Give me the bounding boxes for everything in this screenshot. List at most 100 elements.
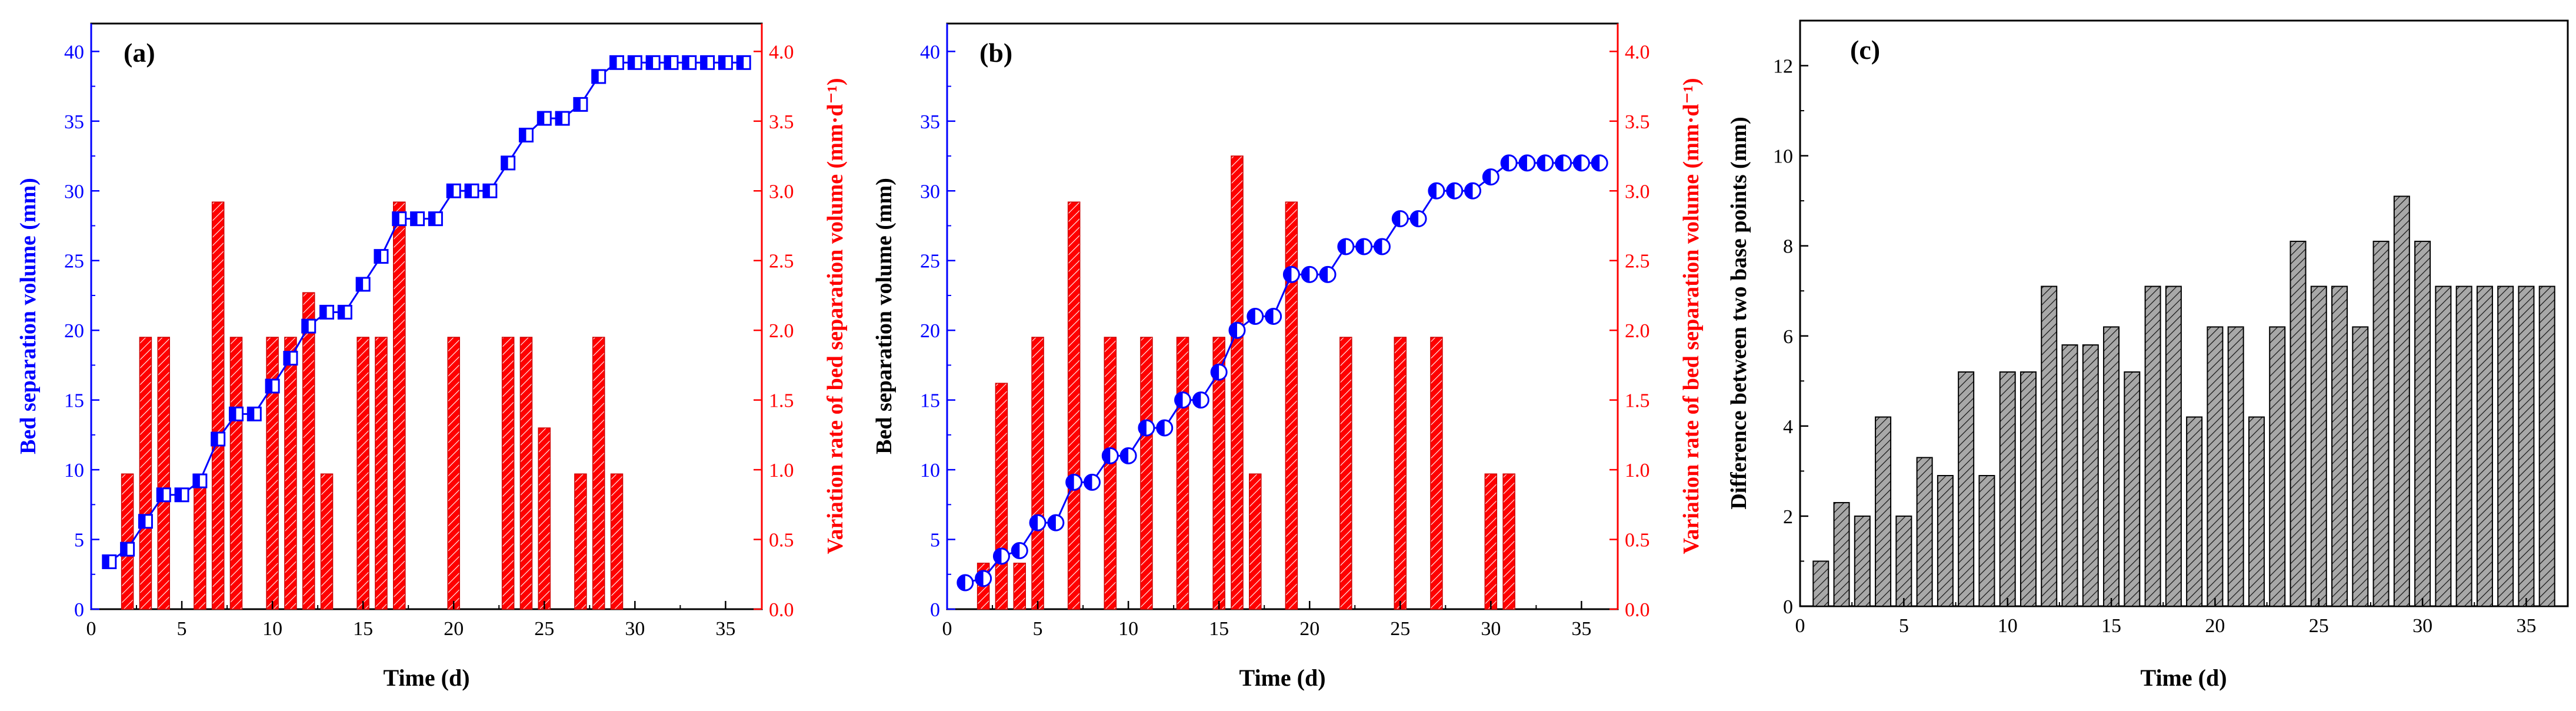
panel-b-bar-rate-day-22: [1339, 337, 1352, 610]
panel-b-marker-day-35: [1572, 154, 1590, 172]
panel-c-xtick-label-30: 30: [2412, 615, 2432, 637]
panel-c-plot-frame: [1799, 19, 2569, 607]
panel-b-xtick-label-5: 5: [1033, 618, 1043, 640]
panel-b-bar-rate-day-30: [1484, 473, 1498, 610]
panel-b-ytick-left-label-40: 40: [920, 41, 940, 63]
panel-b-marker-day-25: [1391, 210, 1409, 228]
panel-a-bar-rate-day-29: [610, 473, 624, 610]
panel-b-marker-day-16: [1228, 321, 1246, 339]
panel-c-ytick-left-label-2: 2: [1783, 506, 1793, 528]
panel-b-marker-day-28: [1446, 182, 1464, 200]
panel-c-bar-day-21: [2227, 326, 2244, 607]
panel-c-bar-day-22: [2248, 416, 2265, 607]
panel-a-marker-day-33: [682, 55, 697, 70]
panel-b-label: (b): [979, 38, 1012, 68]
panel-a-marker-day-31: [645, 55, 661, 70]
panel-b-marker-day-36: [1591, 154, 1608, 172]
panel-a-marker-day-6: [192, 473, 208, 489]
panel-a-marker-day-15: [355, 277, 371, 292]
panel-b-marker-day-9: [1101, 447, 1119, 464]
panel-a-marker-day-28: [591, 69, 606, 84]
panel-c-bar-day-32: [2455, 285, 2472, 607]
panel-c: 0 5 10 15 20 25 30 35 0 2 4 6 8 10 12 (c) Time (d) Dif…: [1727, 19, 2569, 691]
panel-a-ytick-left-label-0: 0: [74, 599, 84, 621]
panel-a-ytick-right-label-3: 3.0: [769, 181, 794, 202]
panel-a-left-axis-title: Bed separation volume (mm): [16, 178, 41, 454]
panel-c-bar-day-3: [1854, 515, 1871, 607]
panel-b-marker-day-11: [1138, 419, 1155, 437]
panel-a-marker-day-13: [319, 304, 335, 320]
panel-a-marker-day-24: [518, 128, 534, 143]
panel-b-ytick-right-label-0: 0.0: [1625, 599, 1650, 621]
panel-a-ytick-left-label-20: 20: [64, 320, 84, 342]
panel-c-bar-day-34: [2497, 285, 2514, 607]
panel-a-marker-day-34: [700, 55, 715, 70]
panel-c-bar-day-11: [2020, 371, 2037, 607]
panel-c-x-axis-title: Time (d): [2140, 665, 2227, 691]
panel-c-ytick-left-label-12: 12: [1773, 56, 1793, 78]
panel-a-ytick-left-label-30: 30: [64, 181, 84, 202]
panel-a-ytick-right-label-3.5: 3.5: [769, 111, 794, 133]
panel-c-ytick-left-label-4: 4: [1783, 416, 1793, 438]
panel-c-bar-day-14: [2082, 344, 2099, 607]
panel-a-marker-day-1: [102, 554, 117, 569]
panel-b-ytick-left-label-5: 5: [930, 530, 940, 551]
panel-b-ytick-left-label-0: 0: [930, 599, 940, 621]
panel-a-marker-day-19: [428, 211, 443, 227]
panel-a-x-axis-title: Time (d): [383, 665, 469, 691]
panel-c-bar-day-27: [2352, 326, 2369, 607]
panel-b-xtick-label-30: 30: [1481, 618, 1501, 640]
panel-a-xtick-label-20: 20: [444, 618, 464, 640]
panel-c-bar-day-31: [2435, 285, 2452, 607]
panel-b-bar-rate-day-7: [1067, 201, 1081, 610]
panel-a-bar-rate-day-27: [574, 473, 587, 610]
panel-b: 0 5 10 15 20 25 30 35 0 5 10 15 20 25 30 35 40 0.0 0.5 1.0 1…: [872, 22, 1704, 691]
panel-c-bar-day-12: [2041, 285, 2058, 607]
panel-c-xtick-label-0: 0: [1795, 615, 1805, 637]
panel-c-bar-day-36: [2538, 285, 2555, 607]
panel-b-xtick-label-10: 10: [1118, 618, 1138, 640]
panel-b-ytick-left-label-30: 30: [920, 181, 940, 202]
panel-a-marker-day-22: [482, 183, 498, 198]
panel-a: 0 5 10 15 20 25 30 35 0 5 10 15 20 25 30 35 40 0.0 0.5 1.0 1…: [16, 22, 848, 691]
panel-b-marker-day-5: [1029, 514, 1047, 531]
panel-a-marker-day-12: [301, 318, 316, 334]
panel-a-marker-day-18: [410, 211, 425, 227]
panel-a-marker-day-30: [627, 55, 642, 70]
panel-b-bar-rate-day-3: [995, 383, 1008, 610]
panel-a-ytick-right-label-2: 2.0: [769, 320, 794, 342]
panel-b-marker-day-34: [1555, 154, 1572, 172]
panel-b-bar-rate-day-4: [1013, 563, 1026, 610]
panel-b-marker-day-18: [1265, 308, 1282, 325]
panel-a-right-axis-title: Variation rate of bed separation volume …: [823, 78, 848, 554]
panel-c-bar-day-16: [2124, 371, 2141, 607]
panel-c-bar-day-23: [2269, 326, 2286, 607]
panel-b-ytick-left-label-20: 20: [920, 320, 940, 342]
panel-b-xtick-label-25: 25: [1390, 618, 1410, 640]
panel-a-ytick-left-label-40: 40: [64, 41, 84, 63]
panel-a-marker-day-7: [211, 431, 226, 447]
panel-a-marker-day-35: [718, 55, 733, 70]
panel-a-marker-day-2: [120, 541, 135, 557]
panel-b-bar-rate-day-17: [1249, 473, 1262, 610]
panel-c-bar-day-9: [1978, 475, 1995, 607]
panel-a-bar-rate-day-11: [284, 337, 297, 610]
panel-b-bar-rate-day-31: [1502, 473, 1515, 610]
panel-b-marker-day-10: [1119, 447, 1137, 464]
panel-a-bar-rate-day-6: [194, 473, 206, 610]
panel-a-bar-rate-day-15: [356, 337, 369, 610]
panel-b-marker-day-6: [1047, 514, 1065, 531]
panel-c-xtick-label-5: 5: [1899, 615, 1909, 637]
panel-a-marker-day-29: [609, 55, 625, 70]
panel-c-bar-day-26: [2331, 285, 2348, 607]
panel-c-xtick-label-20: 20: [2205, 615, 2225, 637]
panel-c-xtick-label-25: 25: [2309, 615, 2329, 637]
panel-a-bar-rate-day-28: [592, 337, 605, 610]
panel-b-ytick-right-label-2.5: 2.5: [1625, 251, 1650, 273]
panel-b-x-axis-title: Time (d): [1239, 665, 1325, 691]
panel-b-bar-rate-day-13: [1176, 337, 1189, 610]
panel-b-xtick-label-15: 15: [1209, 618, 1229, 640]
panel-b-bar-rate-day-11: [1140, 337, 1153, 610]
panel-b-ytick-right-label-1.5: 1.5: [1625, 390, 1650, 412]
